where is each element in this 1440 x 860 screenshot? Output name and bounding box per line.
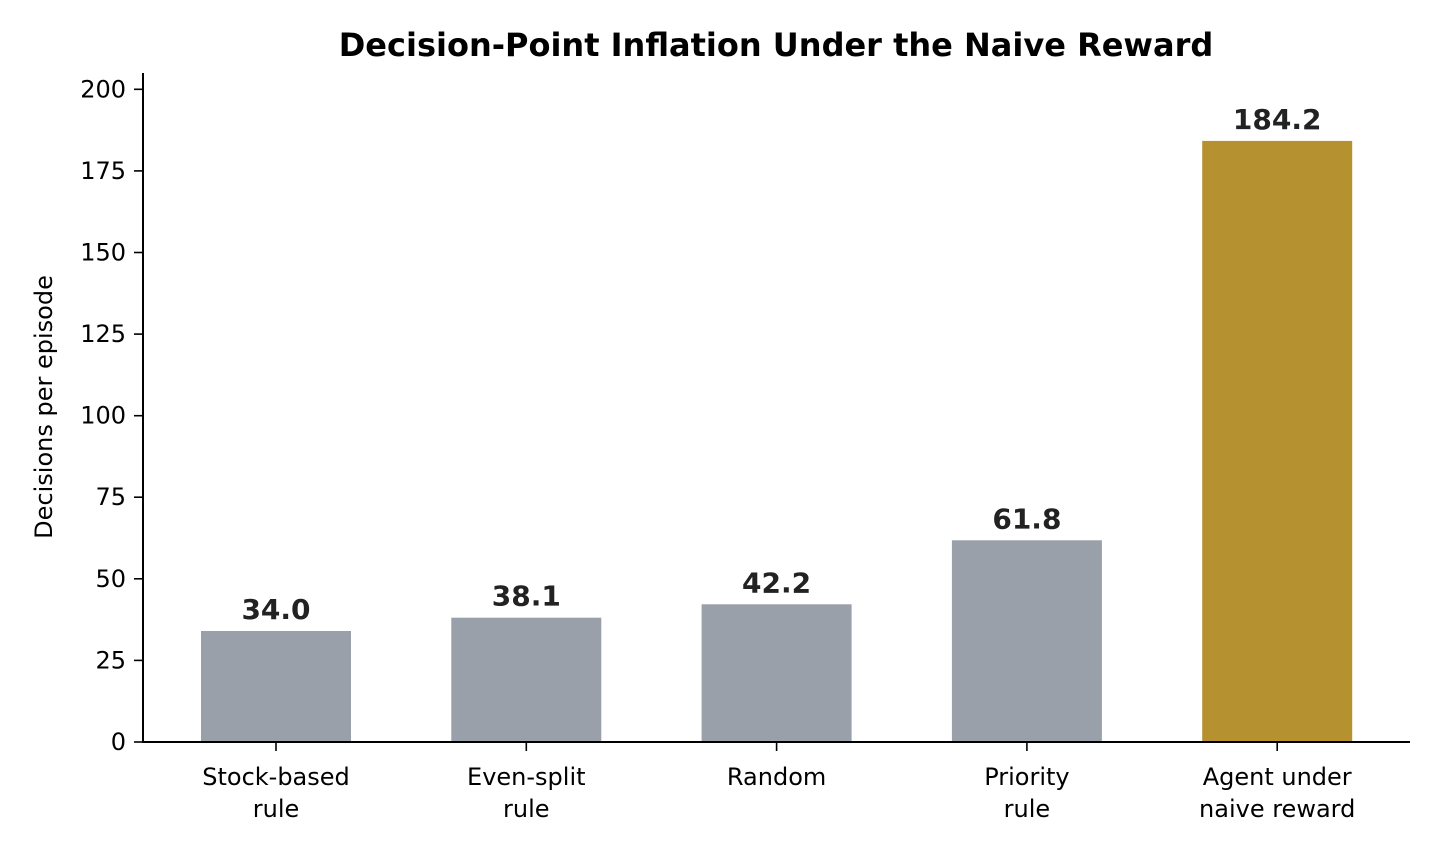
x-tick-label-1: Even-split rule [467,763,586,823]
x-tick-label-line: naive reward [1199,795,1355,823]
y-tick-label-4: 100 [80,402,126,430]
value-label-0: 34.0 [241,593,310,626]
value-label-4: 184.2 [1233,103,1322,136]
value-label-2: 42.2 [742,566,811,599]
bars-group [201,140,1353,742]
x-tick-label-2: Random [727,763,826,791]
y-axis-ticks: 0 25 50 75 100 125 150 175 200 [80,75,143,756]
y-axis-label: Decisions per episode [30,275,58,539]
x-tick-label-line: Random [727,763,826,791]
bar-3 [951,540,1102,742]
x-tick-label-0: Stock-based rule [202,763,350,823]
x-tick-label-4: Agent under naive reward [1199,763,1355,823]
y-tick-label-0: 0 [111,728,126,756]
x-tick-label-line: Agent under [1203,763,1352,791]
x-tick-label-3: Priority rule [984,763,1069,823]
bar-4 [1202,140,1353,742]
y-tick-label-2: 50 [95,565,126,593]
bar-1 [451,617,602,742]
y-tick-label-3: 75 [95,483,126,511]
x-tick-label-line: rule [1004,795,1051,823]
value-label-1: 38.1 [492,580,561,613]
y-tick-label-8: 200 [80,75,126,103]
x-tick-label-line: Stock-based [202,763,350,791]
value-label-3: 61.8 [992,502,1061,535]
bar-2 [701,604,852,742]
x-tick-label-line: rule [503,795,550,823]
x-tick-label-line: Even-split [467,763,586,791]
x-tick-label-line: Priority [984,763,1069,791]
y-tick-label-5: 125 [80,320,126,348]
y-tick-label-1: 25 [95,646,126,674]
chart-title: Decision-Point Inflation Under the Naive… [339,26,1214,64]
bar-0 [201,631,351,742]
x-tick-label-line: rule [253,795,300,823]
value-labels-group: 34.0 38.1 42.2 61.8 184.2 [241,103,1321,626]
y-tick-label-6: 150 [80,239,126,267]
x-axis-ticks: Stock-based rule Even-split rule Random Prior… [202,742,1355,823]
y-tick-label-7: 175 [80,157,126,185]
